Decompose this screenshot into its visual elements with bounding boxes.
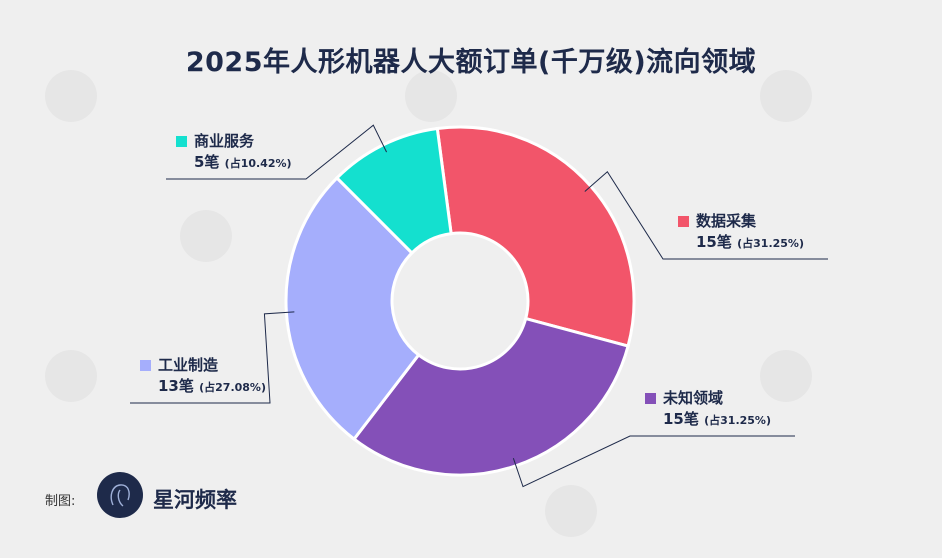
leader-line-1 bbox=[584, 171, 828, 260]
chart-title: 2025年人形机器人大额订单(千万级)流向领域 bbox=[185, 47, 757, 78]
donut-slice-2 bbox=[351, 316, 630, 477]
slice-label-name-4: 商业服务 bbox=[194, 132, 255, 150]
leader-line-4 bbox=[166, 124, 388, 180]
slice-label-name-3: 工业制造 bbox=[158, 356, 218, 374]
slice-label-value-2: 15笔 (占31.25%) bbox=[663, 410, 771, 428]
brand-logo-icon bbox=[97, 472, 143, 518]
leader-line-3 bbox=[130, 311, 295, 404]
legend-swatch-1 bbox=[678, 216, 689, 227]
donut-slice-3 bbox=[284, 175, 421, 442]
donut-slice-4 bbox=[334, 126, 453, 256]
slice-label-name-2: 未知领域 bbox=[662, 389, 723, 407]
legend-swatch-3 bbox=[140, 360, 151, 371]
slice-label-value-4: 5笔 (占10.42%) bbox=[194, 153, 292, 171]
legend-swatch-2 bbox=[645, 393, 656, 404]
legend-swatch-4 bbox=[176, 136, 187, 147]
brand-name: 星河频率 bbox=[153, 487, 237, 512]
donut-slice-1 bbox=[435, 125, 636, 348]
slice-label-value-1: 15笔 (占31.25%) bbox=[696, 233, 804, 251]
slice-label-value-3: 13笔 (占27.08%) bbox=[158, 377, 266, 395]
credit-label: 制图: bbox=[45, 494, 76, 509]
leader-line-2 bbox=[512, 435, 795, 488]
slice-label-name-1: 数据采集 bbox=[696, 212, 757, 230]
